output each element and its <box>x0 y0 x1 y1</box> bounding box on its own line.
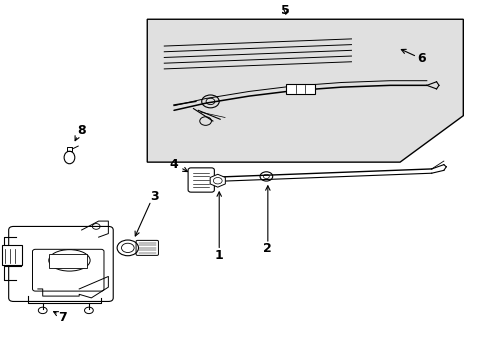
FancyBboxPatch shape <box>49 254 87 268</box>
Text: 5: 5 <box>281 4 289 17</box>
Polygon shape <box>210 174 225 187</box>
Ellipse shape <box>49 249 90 271</box>
Text: 7: 7 <box>58 311 66 324</box>
FancyBboxPatch shape <box>2 246 22 265</box>
FancyBboxPatch shape <box>136 240 158 255</box>
Text: 1: 1 <box>214 248 223 261</box>
FancyBboxPatch shape <box>9 226 113 301</box>
Text: 4: 4 <box>169 158 178 171</box>
Text: 8: 8 <box>77 124 86 137</box>
FancyBboxPatch shape <box>32 249 104 291</box>
Polygon shape <box>147 19 462 162</box>
FancyBboxPatch shape <box>188 168 214 192</box>
Text: 6: 6 <box>417 52 426 65</box>
Ellipse shape <box>64 151 75 164</box>
Text: 2: 2 <box>263 242 272 255</box>
FancyBboxPatch shape <box>285 84 314 94</box>
Text: 3: 3 <box>150 190 159 203</box>
